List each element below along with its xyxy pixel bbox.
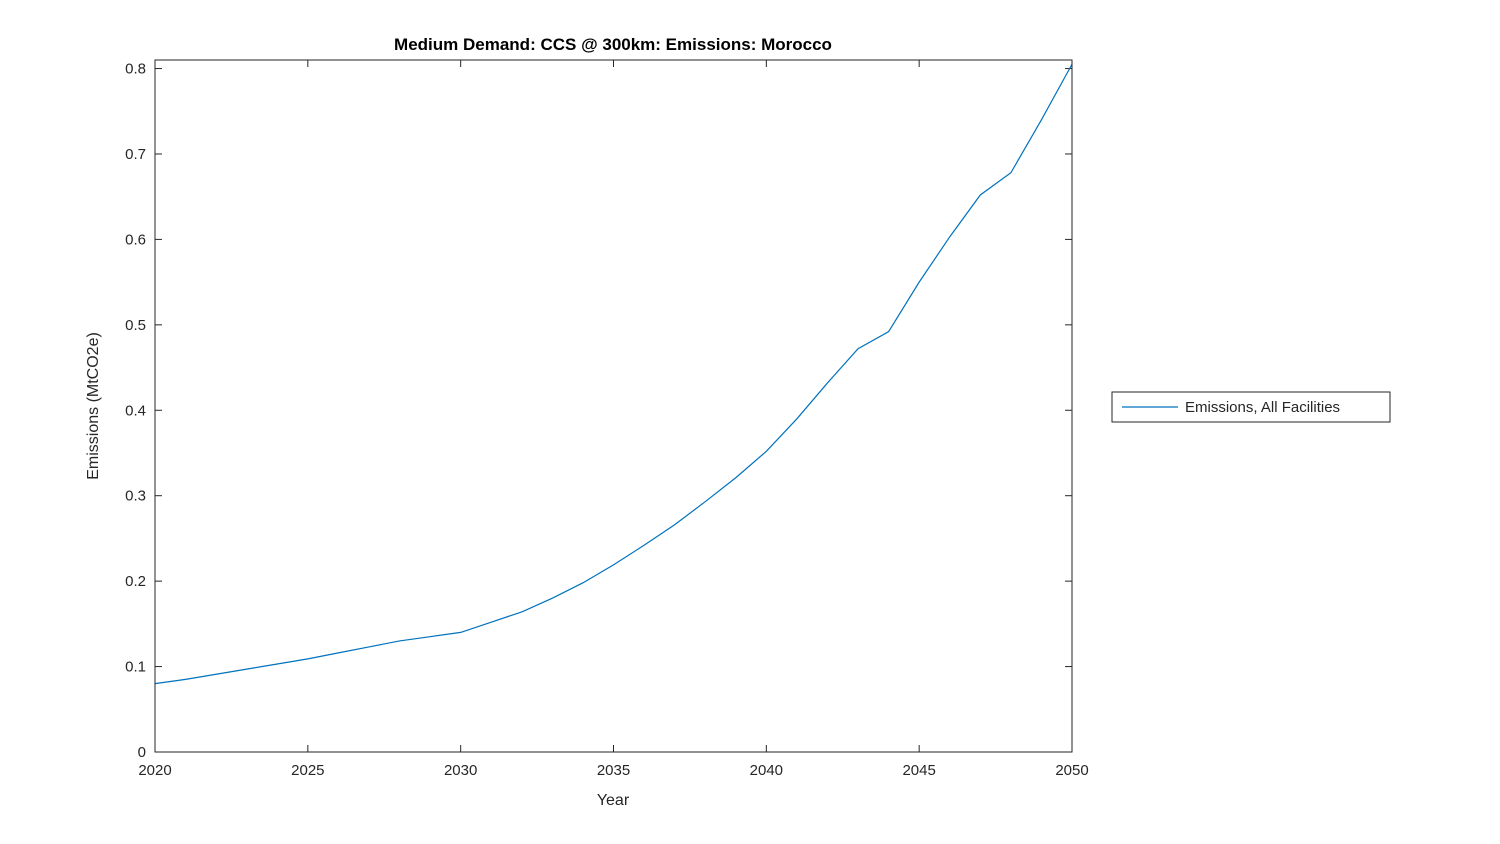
x-tick-label: 2030	[444, 762, 477, 779]
x-tick-label: 2035	[597, 762, 630, 779]
y-tick-label: 0.4	[125, 402, 146, 419]
y-tick-label: 0	[138, 744, 146, 761]
y-axis-label: Emissions (MtCO2e)	[85, 332, 102, 480]
y-tick-label: 0.8	[125, 61, 146, 78]
y-tick-label: 0.5	[125, 317, 146, 334]
x-tick-label: 2040	[750, 762, 783, 779]
y-tick-label: 0.3	[125, 488, 146, 505]
x-tick-label: 2020	[138, 762, 171, 779]
plot-area-box	[154, 59, 1073, 753]
y-tick-label: 0.2	[125, 573, 146, 590]
x-tick-label: 2025	[291, 762, 324, 779]
legend: Emissions, All Facilities	[1111, 391, 1391, 423]
y-tick-label: 0.7	[125, 146, 146, 163]
y-tick-label: 0.6	[125, 231, 146, 248]
legend-entry-label: Emissions, All Facilities	[1185, 399, 1340, 416]
x-axis-label: Year	[597, 792, 630, 809]
y-tick-label: 0.1	[125, 659, 146, 676]
axes-ticks: 2020 2025 2030 2035 2040 2045 2050 0 0.1 0.2 0.3 0.…	[125, 60, 1089, 779]
x-tick-label: 2050	[1055, 762, 1088, 779]
x-tick-label: 2045	[902, 762, 935, 779]
chart-title: Medium Demand: CCS @ 300km: Emissions: M…	[394, 35, 832, 54]
emissions-line-series	[154, 63, 1073, 685]
